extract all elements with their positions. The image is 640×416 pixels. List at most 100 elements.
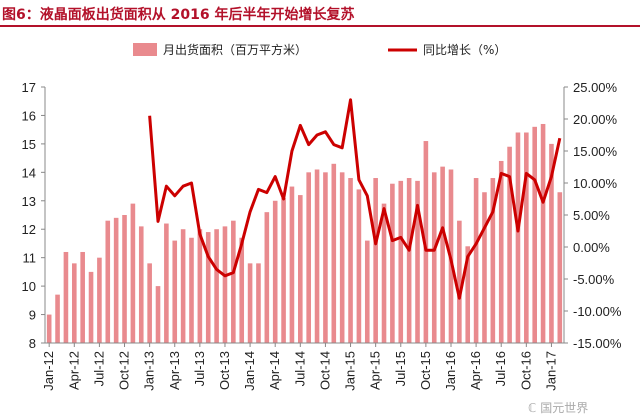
y-right-tick-label: 10.00% <box>573 176 618 191</box>
bar-Aug-14 <box>306 172 311 343</box>
y-right-tick-label: 5.00% <box>573 208 610 223</box>
x-tick-label: Oct-14 <box>317 351 332 390</box>
x-tick-label: Jan-15 <box>343 351 358 391</box>
y-right-tick-label: -5.00% <box>573 272 615 287</box>
x-tick-label: Jul-12 <box>91 351 106 386</box>
bar-Oct-16 <box>524 132 529 343</box>
chart-title-bar: 图6：液晶面板出货面积从 2016 年后半年开始增长复苏 <box>0 0 640 27</box>
y-right-tick-label: 20.00% <box>573 112 618 127</box>
y-left-tick-label: 13 <box>22 194 36 209</box>
x-tick-label: Oct-13 <box>217 351 232 390</box>
bar-Nov-14 <box>331 163 337 343</box>
bar-Sep-14 <box>314 169 320 343</box>
bar-Jul-13 <box>197 229 203 343</box>
bar-Oct-14 <box>323 172 328 343</box>
bar-Jan-17 <box>549 143 554 343</box>
x-tick-label: Apr-14 <box>267 351 282 390</box>
y-left-tick-label: 11 <box>23 251 37 266</box>
legend-label-bar: 月出货面积（百万平方米） <box>163 42 307 57</box>
bar-May-13 <box>180 229 186 343</box>
y-left-tick-label: 16 <box>22 108 36 123</box>
y-left-tick-label: 14 <box>22 165 36 180</box>
x-tick-label: Apr-16 <box>468 351 483 390</box>
bar-Oct-15 <box>423 141 429 343</box>
bar-Sep-12 <box>113 217 119 343</box>
bar-Jun-15 <box>390 183 395 343</box>
bar-May-12 <box>80 251 85 343</box>
x-tick-label: Oct-15 <box>418 351 433 390</box>
bar-Jan-12 <box>46 314 52 343</box>
y-left-tick-label: 12 <box>22 222 36 237</box>
x-tick-label: Jul-13 <box>192 351 207 386</box>
x-tick-label: Apr-13 <box>167 351 182 390</box>
bar-Jul-12 <box>97 257 102 343</box>
bar-Dec-13 <box>239 237 245 343</box>
bar-Jun-12 <box>88 271 94 343</box>
bar-Jan-14 <box>247 263 253 343</box>
bar-Feb-15 <box>356 189 362 343</box>
bar-Jul-14 <box>298 195 303 343</box>
x-tick-label: Jul-16 <box>493 351 508 386</box>
x-tick-label: Apr-15 <box>368 351 383 390</box>
x-tick-label: Jan-14 <box>242 351 257 391</box>
line-series-yoy-growth <box>148 98 562 300</box>
bar-Feb-16 <box>457 220 462 343</box>
watermark-text: ℂ 国元世界 <box>528 401 589 415</box>
bar-Feb-14 <box>256 263 261 343</box>
bar-May-14 <box>281 197 286 343</box>
y-right-tick-label: -10.00% <box>573 304 622 319</box>
bar-Feb-13 <box>155 286 161 343</box>
x-tick-label: Jan-17 <box>543 351 558 391</box>
y-left-tick-label: 8 <box>29 336 36 351</box>
y-left-tick-label: 9 <box>29 308 36 323</box>
bar-Nov-12 <box>130 203 136 343</box>
bar-May-15 <box>381 203 387 343</box>
bar-Mar-12 <box>63 251 69 343</box>
y-right-tick-label: 15.00% <box>573 144 618 159</box>
bar-Apr-15 <box>373 178 378 343</box>
bar-Apr-13 <box>172 240 178 343</box>
x-tick-label: Oct-16 <box>518 351 533 390</box>
bar-Jun-16 <box>490 178 496 343</box>
x-tick-label: Jul-15 <box>393 351 408 386</box>
bar-Nov-15 <box>431 172 437 343</box>
bar-Aug-16 <box>507 146 512 343</box>
x-tick-label: Jan-12 <box>41 351 56 391</box>
x-tick-label: Apr-12 <box>66 351 81 390</box>
bar-Oct-13 <box>222 226 228 343</box>
bar-Nov-13 <box>231 220 236 343</box>
bar-Jul-16 <box>498 160 504 343</box>
bar-Oct-12 <box>122 215 127 343</box>
bar-Aug-15 <box>406 178 412 343</box>
bar-Dec-16 <box>540 123 546 343</box>
bar-Mar-16 <box>465 246 471 343</box>
legend-swatch-bar <box>133 43 157 56</box>
bar-Sep-15 <box>415 180 420 343</box>
bar-Apr-14 <box>272 200 278 343</box>
bar-Jan-13 <box>147 263 152 343</box>
y-right-tick-label: 0.00% <box>573 240 610 255</box>
bar-Aug-13 <box>205 232 211 343</box>
x-tick-label: Jan-16 <box>443 351 458 391</box>
y-right-tick-label: 25.00% <box>573 80 618 95</box>
bar-Dec-14 <box>339 172 345 343</box>
bar-Dec-15 <box>440 166 445 343</box>
legend-label-line: 同比增长（%） <box>423 43 506 57</box>
bar-Sep-16 <box>515 132 521 343</box>
x-tick-label: Jan-13 <box>142 351 157 391</box>
bar-Dec-12 <box>138 226 144 343</box>
chart-title: 图6：液晶面板出货面积从 2016 年后半年开始增长复苏 <box>2 7 355 23</box>
bar-Jan-15 <box>348 178 353 343</box>
bar-Apr-12 <box>72 263 77 343</box>
x-tick-label: Jul-14 <box>292 351 307 386</box>
bar-Apr-16 <box>473 178 479 343</box>
bar-Jul-15 <box>398 180 404 343</box>
bar-Feb-17 <box>557 192 563 343</box>
y-right-tick-label: -15.00% <box>573 336 622 351</box>
bar-Feb-12 <box>55 294 60 343</box>
bar-Mar-13 <box>164 223 169 343</box>
y-left-tick-label: 15 <box>22 137 36 152</box>
y-left-tick-label: 10 <box>22 279 36 294</box>
x-tick-label: Oct-12 <box>117 351 132 390</box>
